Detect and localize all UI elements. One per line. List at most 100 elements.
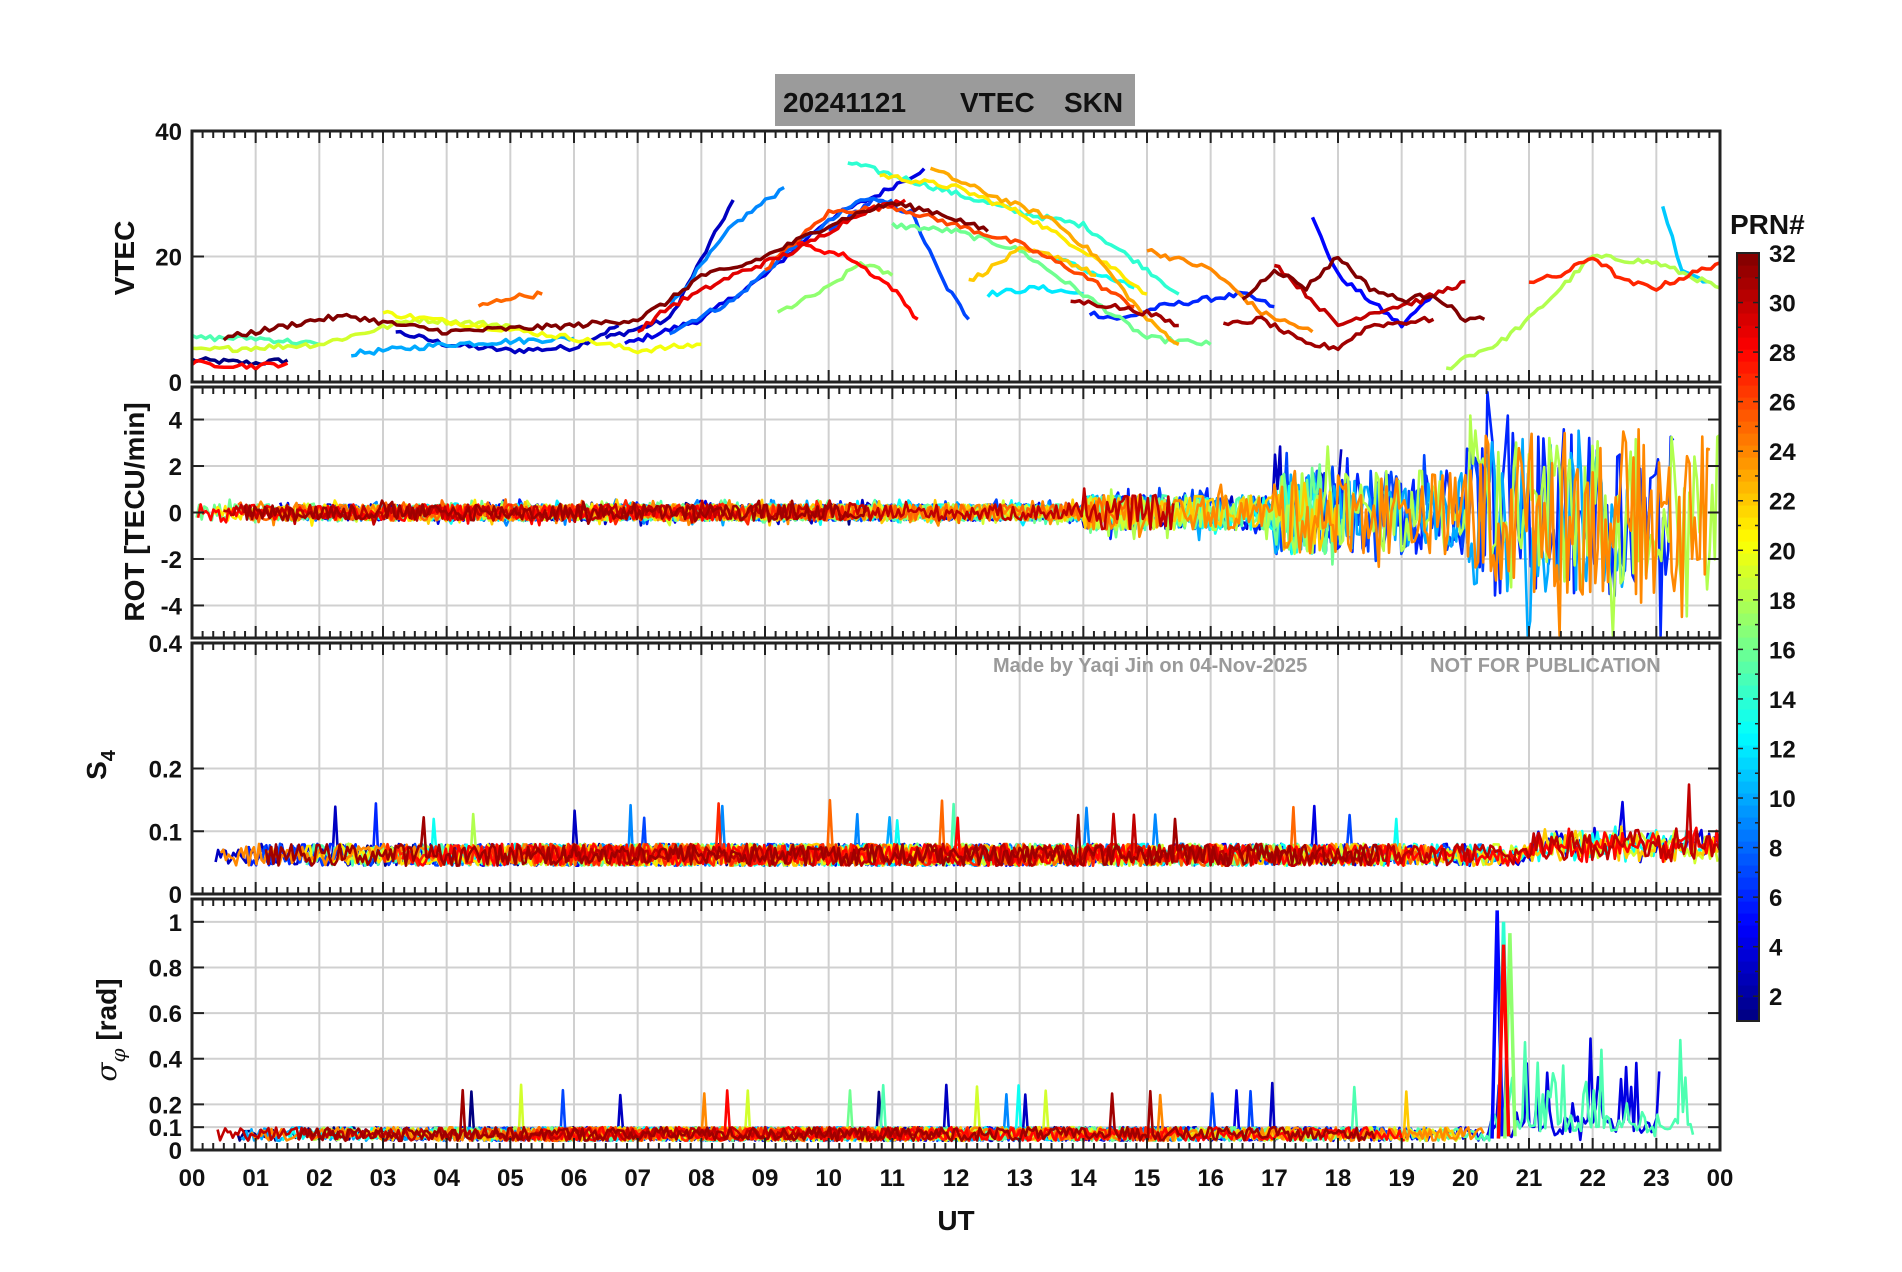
x-tick-label: 13 [1006,1165,1033,1192]
colorbar-segment [1737,541,1759,554]
colorbar-tick-label: 20 [1769,538,1796,565]
rot-ylabel: ROT [TECU/min] [119,402,150,621]
colorbar-tick-label: 16 [1769,637,1796,664]
colorbar-tick-label: 2 [1769,984,1782,1011]
x-tick-label: 06 [561,1165,588,1192]
vtec-prn-28-line [190,359,289,371]
sigphi-ylabel-sigma: σ [90,1062,123,1082]
colorbar-tick-label: 28 [1769,340,1796,367]
rot-axes-frame [190,385,1722,640]
colorbar-segment [1737,985,1759,998]
x-tick-label: 03 [370,1165,397,1192]
colorbar-segment [1737,589,1759,602]
colorbar-segment [1737,433,1759,446]
title-station: SKN [1064,87,1123,118]
vtec-prn-23-line [929,166,1180,346]
colorbar-segment [1737,793,1759,806]
colorbar-segment [1737,697,1759,710]
vtec-prn-32-line [1241,255,1486,323]
vtec-prn-3-line [604,199,735,340]
colorbar-segment [1737,637,1759,650]
s4-prn-31-line [264,813,1380,867]
sigphi-axes-frame [190,897,1722,1152]
colorbar-segment [1737,961,1759,974]
vtec-panel: 0 20 40 [155,119,1722,397]
colorbar-tick-label: 30 [1769,291,1796,318]
vtec-prn-3-line [395,323,620,355]
sigphi-ylabel: σφ [rad] [90,978,130,1081]
colorbar-gradient [1737,253,1759,1022]
colorbar-tick-label: 14 [1769,687,1796,714]
y-tick-label: -2 [161,547,182,574]
colorbar-segment [1737,481,1759,494]
colorbar-segment [1737,841,1759,854]
y-tick-label: 40 [155,119,182,146]
sigphi-series [216,910,1695,1143]
y-tick-label: -4 [161,593,183,620]
x-axis-label: UT [937,1205,974,1236]
colorbar-segment [1737,445,1759,458]
y-tick-label: 20 [155,245,182,272]
colorbar-tick-label: 22 [1769,489,1796,516]
colorbar-label: PRN# [1730,209,1805,240]
vtec-prn-12-line [986,284,1084,298]
s4-panel: 0 0.1 0.2 0.4 [149,631,1722,909]
colorbar-segment [1737,517,1759,530]
colorbar-segment [1737,577,1759,590]
x-tick-label: 11 [880,1165,905,1192]
y-tick-label: 0.2 [149,757,182,784]
sigphi-ylabel-phi: φ [106,1048,130,1062]
x-tick-label: 07 [624,1165,651,1192]
colorbar-segment [1737,301,1759,314]
vtec-axes-frame [190,129,1722,384]
x-tick-label: 09 [752,1165,779,1192]
colorbar-segment [1737,817,1759,830]
colorbar-segment [1737,1009,1759,1022]
colorbar-tick-label: 18 [1769,588,1796,615]
colorbar-tick-label: 12 [1769,736,1796,763]
colorbar-tick-label: 6 [1769,885,1782,912]
colorbar-segment [1737,349,1759,362]
y-tick-label: 0.1 [149,1115,182,1142]
colorbar-segment [1737,337,1759,350]
sigphi-prn-31-line [297,1088,1376,1143]
sigphi-ylabel-unit: [rad] [91,978,122,1048]
vtec-prn-31-line [1222,315,1435,352]
colorbar-tick-label: 26 [1769,390,1796,417]
watermark-notice: NOT FOR PUBLICATION [1430,655,1661,677]
colorbar-segment [1737,661,1759,674]
x-tick-label: 15 [1134,1165,1161,1192]
s4-ylabel-main: S [81,761,112,780]
colorbar-segment [1737,733,1759,746]
rot-prn-31-line [243,499,868,525]
colorbar-segment [1737,685,1759,698]
colorbar-segment [1737,553,1759,566]
vtec-prn-32-line [222,201,990,342]
x-tick-label: 12 [943,1165,970,1192]
x-tick-label: 10 [815,1165,842,1192]
colorbar-segment [1737,289,1759,302]
s4-axes-frame [190,641,1722,896]
y-tick-label: 0.2 [149,1092,182,1119]
y-tick-label: 0 [169,501,182,528]
colorbar-segment [1737,925,1759,938]
x-tick-label: 21 [1516,1165,1543,1192]
vtec-prn-10-line [350,335,575,358]
vtec-prn-24-line [1146,247,1314,334]
colorbar-segment [1737,721,1759,734]
vtec-prn-26-line [764,203,1135,309]
colorbar-tick-label: 24 [1769,439,1796,466]
y-tick-label: 0.1 [149,819,182,846]
x-tick-label: 18 [1325,1165,1352,1192]
y-tick-label: 0.8 [149,955,182,982]
colorbar-segment [1737,949,1759,962]
s4-ylabel-sub: 4 [98,749,120,761]
y-tick-label: 2 [169,454,182,481]
colorbar-tick-label: 8 [1769,836,1782,863]
colorbar-tick-label: 32 [1769,241,1796,268]
y-tick-label: 0 [169,882,182,909]
title-quantity: VTEC [960,87,1035,118]
vtec-prn-20-line [382,309,702,355]
colorbar-segment [1737,865,1759,878]
